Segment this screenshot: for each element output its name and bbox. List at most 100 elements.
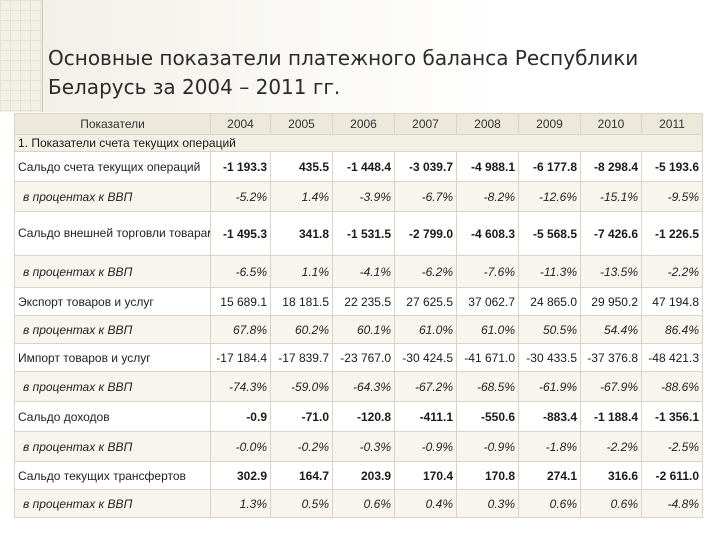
table-row: в процентах к ВВП -5.2% 1.4% -3.9% -6.7% -8.2… (14, 181, 703, 212)
gdp-percent-cell: -4.8% (641, 489, 703, 518)
gdp-percent-cell: -67.9% (580, 371, 642, 402)
year-header: 2009 (518, 113, 581, 135)
gdp-percent-cell: -8.2% (456, 181, 519, 212)
gdp-percent-label: в процентах к ВВП (14, 431, 211, 462)
gdp-percent-cell: 61.0% (394, 315, 457, 344)
gdp-percent-cell: -2.2% (580, 431, 642, 462)
value-cell: -1 193.3 (210, 151, 271, 182)
gdp-percent-cell: -9.5% (641, 181, 703, 212)
value-cell: 22 235.5 (332, 287, 395, 316)
section-title: 1. Показатели счета текущих операций (14, 134, 703, 152)
value-cell: 341.8 (270, 211, 333, 256)
gdp-percent-cell: -11.3% (518, 255, 581, 288)
gdp-percent-cell: -59.0% (270, 371, 333, 402)
table-row: в процентах к ВВП -74.3% -59.0% -64.3% -67.2… (14, 371, 703, 402)
gdp-percent-cell: 1.3% (210, 489, 271, 518)
balance-table: Показатели 2004 2005 2006 2007 2008 2009… (14, 113, 703, 518)
value-cell: -17 184.4 (210, 343, 271, 372)
gdp-percent-cell: 86.4% (641, 315, 703, 344)
gdp-percent-cell: -2.5% (641, 431, 703, 462)
gdp-percent-cell: -0.2% (270, 431, 333, 462)
value-cell: -4 608.3 (456, 211, 519, 256)
gdp-percent-label: в процентах к ВВП (14, 315, 211, 344)
table-row: Импорт товаров и услуг -17 184.4 -17 839.7… (14, 343, 703, 372)
gdp-percent-cell: 50.5% (518, 315, 581, 344)
value-cell: -17 839.7 (270, 343, 333, 372)
gdp-percent-cell: -3.9% (332, 181, 395, 212)
indicator-label: Экспорт товаров и услуг (14, 287, 211, 316)
gdp-percent-cell: -67.2% (394, 371, 457, 402)
value-cell: 47 194.8 (641, 287, 703, 316)
value-cell: 316.6 (580, 461, 642, 490)
indicator-label: Импорт товаров и услуг (14, 343, 211, 372)
gdp-percent-cell: -5.2% (210, 181, 271, 212)
gdp-percent-cell: 0.6% (580, 489, 642, 518)
value-cell: 29 950.2 (580, 287, 642, 316)
table-row: в процентах к ВВП 1.3% 0.5% 0.6% 0.4% 0.3% 0.6… (14, 489, 703, 518)
value-cell: -30 433.5 (518, 343, 581, 372)
gdp-percent-cell: -4.1% (332, 255, 395, 288)
gdp-percent-cell: -6.2% (394, 255, 457, 288)
slide-title: Основные показатели платежного баланса Р… (48, 46, 639, 99)
indicator-label: Сальдо внешней торговли товарами и услуг… (14, 211, 211, 256)
gdp-percent-cell: -7.6% (456, 255, 519, 288)
value-cell: -1 448.4 (332, 151, 395, 182)
value-cell: -120.8 (332, 401, 395, 432)
year-header: 2005 (270, 113, 333, 135)
indicator-label: Сальдо счета текущих операций (14, 151, 211, 182)
gdp-percent-cell: -15.1% (580, 181, 642, 212)
value-cell: -411.1 (394, 401, 457, 432)
year-header: 2004 (210, 113, 271, 135)
value-cell: 24 865.0 (518, 287, 581, 316)
value-cell: -6 177.8 (518, 151, 581, 182)
value-cell: -1 495.3 (210, 211, 271, 256)
section-row: 1. Показатели счета текущих операций (14, 134, 703, 152)
value-cell: -48 421.3 (641, 343, 703, 372)
gdp-percent-label: в процентах к ВВП (14, 181, 211, 212)
value-cell: -3 039.7 (394, 151, 457, 182)
value-cell: -883.4 (518, 401, 581, 432)
gdp-percent-label: в процентах к ВВП (14, 371, 211, 402)
value-cell: 170.4 (394, 461, 457, 490)
value-cell: -1 226.5 (641, 211, 703, 256)
header-label: Показатели (14, 113, 211, 135)
header-divider-line (42, 0, 43, 112)
gdp-percent-label: в процентах к ВВП (14, 489, 211, 518)
gdp-percent-cell: -6.7% (394, 181, 457, 212)
gdp-percent-cell: -12.6% (518, 181, 581, 212)
value-cell: -7 426.6 (580, 211, 642, 256)
value-cell: 302.9 (210, 461, 271, 490)
value-cell: 203.9 (332, 461, 395, 490)
year-header: 2010 (580, 113, 642, 135)
gdp-percent-cell: 0.6% (332, 489, 395, 518)
value-cell: 18 181.5 (270, 287, 333, 316)
value-cell: -71.0 (270, 401, 333, 432)
value-cell: 37 062.7 (456, 287, 519, 316)
gdp-percent-cell: 0.4% (394, 489, 457, 518)
gdp-percent-cell: -2.2% (641, 255, 703, 288)
slide-header-band (0, 0, 720, 112)
value-cell: 27 625.5 (394, 287, 457, 316)
gdp-percent-cell: -64.3% (332, 371, 395, 402)
table-row: в процентах к ВВП 67.8% 60.2% 60.1% 61.0% 61.… (14, 315, 703, 344)
gdp-percent-cell: 0.6% (518, 489, 581, 518)
value-cell: 435.5 (270, 151, 333, 182)
value-cell: -2 799.0 (394, 211, 457, 256)
value-cell: 164.7 (270, 461, 333, 490)
value-cell: -8 298.4 (580, 151, 642, 182)
value-cell: -2 611.0 (641, 461, 703, 490)
value-cell: -30 424.5 (394, 343, 457, 372)
year-header: 2006 (332, 113, 395, 135)
gdp-percent-cell: -88.6% (641, 371, 703, 402)
gdp-percent-cell: -0.9% (394, 431, 457, 462)
value-cell: -1 356.1 (641, 401, 703, 432)
gdp-percent-cell: -68.5% (456, 371, 519, 402)
table-row: Сальдо внешней торговли товарами и услуг… (14, 211, 703, 256)
value-cell: -5 568.5 (518, 211, 581, 256)
table-row: Сальдо доходов -0.9 -71.0 -120.8 -411.1 -550.… (14, 401, 703, 432)
gdp-percent-cell: 0.5% (270, 489, 333, 518)
gdp-percent-label: в процентах к ВВП (14, 255, 211, 288)
year-header: 2008 (456, 113, 519, 135)
gdp-percent-cell: -0.9% (456, 431, 519, 462)
gdp-percent-cell: -1.8% (518, 431, 581, 462)
